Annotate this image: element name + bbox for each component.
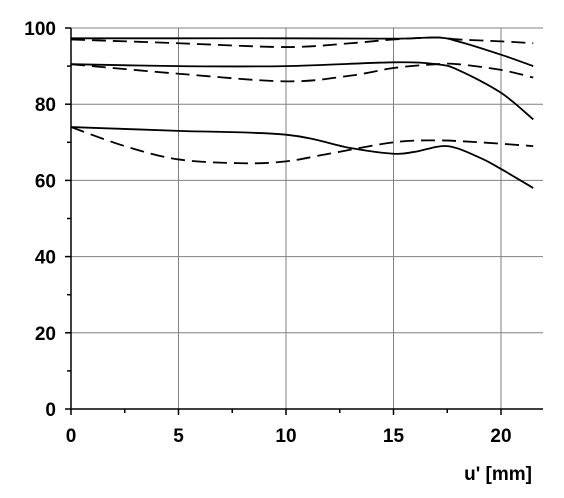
y-tick-label: 100 bbox=[24, 19, 56, 40]
tick-labels: 0 20 40 60 80 100 0 5 10 15 20 bbox=[24, 19, 511, 447]
y-tick-label: 0 bbox=[45, 400, 56, 421]
grid-lines bbox=[71, 27, 543, 409]
series-lines bbox=[70, 36, 534, 189]
solid-series-line-5 bbox=[70, 126, 534, 189]
x-tick-label: 10 bbox=[275, 426, 296, 447]
x-tick-label: 5 bbox=[173, 426, 184, 447]
x-tick-label: 15 bbox=[383, 426, 405, 447]
axes bbox=[65, 27, 543, 415]
dashed-series-line-6 bbox=[70, 126, 534, 165]
y-tick-label: 60 bbox=[35, 171, 56, 192]
x-tick-label: 20 bbox=[490, 426, 511, 447]
y-tick-label: 40 bbox=[35, 248, 56, 269]
dashed-series-line-2 bbox=[70, 36, 534, 48]
y-tick-label: 20 bbox=[35, 324, 56, 345]
y-tick-label: 80 bbox=[35, 95, 56, 116]
solid-series-line-3 bbox=[70, 61, 534, 121]
dashed-series-line-4 bbox=[70, 62, 534, 83]
x-axis-title: u' [mm] bbox=[464, 464, 532, 485]
x-tick-label: 0 bbox=[66, 426, 77, 447]
